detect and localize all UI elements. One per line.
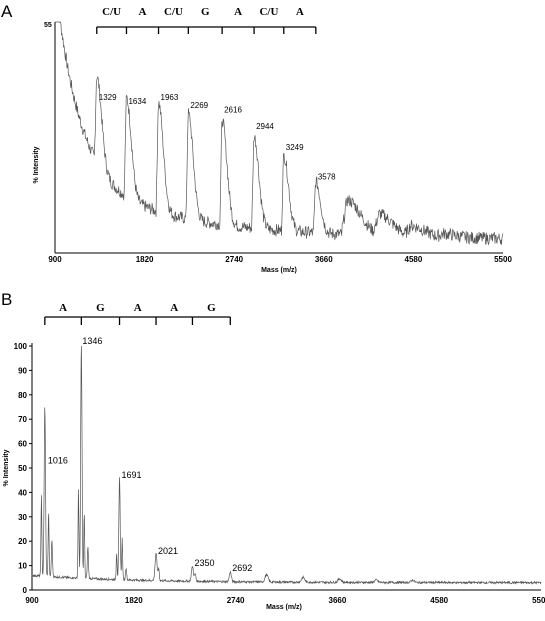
panel-b-y-tick-label: 0: [23, 586, 28, 595]
panel-a-letter: A: [1, 2, 13, 21]
panel-b-sequence-letter: A: [134, 302, 142, 314]
panel-b-sequence-letter: G: [207, 302, 216, 314]
panel-a: A 55 % Intensity Mass (m/z) 900 1820 2740 3…: [1, 2, 512, 274]
panel-a-peak-labels: 1329 1634 1963 2269 2616 2944 3249 3578: [99, 93, 336, 182]
panel-b-y-ticks: 0 10 20 30 40 50 60 70 80 90 100: [14, 342, 32, 595]
panel-b-sequence-letter: G: [96, 302, 105, 314]
panel-b-spectrum-trace: [31, 345, 542, 585]
panel-b-y-tick-label: 60: [18, 440, 27, 449]
panel-a-x-tick-label: 2740: [225, 255, 243, 264]
panel-b-sequence-letter: A: [59, 302, 67, 314]
panel-b-peak-labels: 1016 1346 1691 2021 2350 2692: [48, 336, 252, 573]
panel-a-x-axis-label: Mass (m/z): [261, 267, 297, 274]
panel-b-sequence-letter: A: [170, 302, 178, 314]
panel-b-y-tick-label: 10: [18, 562, 27, 571]
panel-a-sequence-letter: A: [139, 6, 147, 18]
panel-b-x-tick-label: 4580: [430, 596, 448, 605]
panel-a-y-axis-label: % Intensity: [33, 146, 40, 183]
panel-a-x-tick-label: 5500: [494, 255, 512, 264]
panel-a-peak-label: 3249: [286, 143, 304, 152]
panel-b-y-tick-label: 70: [18, 415, 27, 424]
panel-a-peak-label: 3578: [318, 173, 336, 182]
panel-a-sequence-letter: C/U: [259, 6, 278, 18]
panel-a-x-tick-label: 900: [48, 255, 62, 264]
panel-b-peak-label: 1016: [48, 456, 68, 466]
panel-a-y-top-label: 55: [44, 22, 52, 29]
panel-b-peak-label: 1346: [82, 336, 102, 346]
panel-a-peak-label: 2616: [224, 105, 242, 114]
panel-a-x-ticks: 900 1820 2740 3660 4580 5500: [48, 255, 512, 264]
panel-b-peak-label: 2350: [194, 558, 214, 568]
panel-b: B % Intensity Mass (m/z) 900 1820 2740 3660…: [1, 290, 545, 611]
panel-b-x-axis-label: Mass (m/z): [266, 604, 302, 611]
panel-a-sequence-letter: C/U: [164, 6, 183, 18]
panel-b-peak-label: 2021: [158, 546, 178, 556]
panel-b-y-tick-label: 40: [18, 488, 27, 497]
panel-b-y-tick-label: 20: [18, 537, 27, 546]
panel-a-peak-label: 1634: [128, 97, 146, 106]
panel-b-y-axis-label: % Intensity: [3, 449, 10, 486]
panel-b-x-ticks: 900 1820 2740 3660 4580 5500: [25, 596, 545, 605]
panel-b-peak-label: 2692: [232, 563, 252, 573]
panel-b-y-tick-label: 50: [18, 464, 27, 473]
panel-a-x-tick-label: 3660: [315, 255, 333, 264]
panel-b-y-tick-label: 100: [14, 342, 28, 351]
panel-b-y-tick-label: 30: [18, 513, 27, 522]
panel-b-peak-label: 1691: [122, 470, 142, 480]
panel-a-sequence-letter: A: [296, 6, 304, 18]
panel-b-letter: B: [1, 290, 12, 309]
panel-b-y-tick-label: 80: [18, 391, 27, 400]
panel-a-sequence-ladder: C/U A C/U G A C/U A: [96, 6, 317, 34]
panel-b-x-tick-label: 3660: [329, 596, 347, 605]
panel-b-y-tick-label: 90: [18, 366, 27, 375]
panel-a-peak-label: 2944: [256, 122, 274, 131]
panel-a-sequence-letter: A: [234, 6, 242, 18]
panel-a-spectrum-trace: [55, 21, 504, 246]
panel-a-peak-label: 2269: [190, 101, 208, 110]
panel-a-x-tick-label: 1820: [136, 255, 154, 264]
panel-b-x-tick-label: 1820: [125, 596, 143, 605]
panel-b-x-tick-label: 900: [25, 596, 39, 605]
panel-a-peak-label: 1963: [161, 93, 179, 102]
panel-b-x-tick-label: 2740: [227, 596, 245, 605]
panel-a-sequence-letter: C/U: [102, 6, 121, 18]
panel-a-peak-label: 1329: [99, 93, 117, 102]
panel-a-sequence-letter: G: [201, 6, 210, 18]
panel-a-x-tick-label: 4580: [405, 255, 423, 264]
panel-b-x-tick-label: 5500: [532, 596, 545, 605]
